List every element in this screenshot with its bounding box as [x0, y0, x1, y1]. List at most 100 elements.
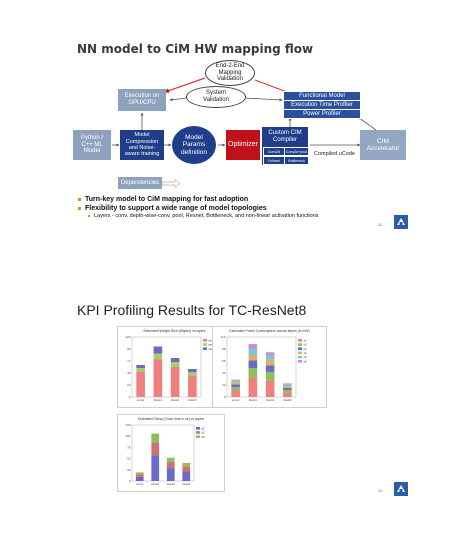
legend-label: s1 — [304, 338, 307, 342]
chart-title: Estimated Delay (Clock time in us) vs la… — [137, 417, 205, 421]
slide2-page-number: 12 — [378, 488, 383, 493]
bar-segment — [283, 384, 292, 387]
legend-label: d2 — [202, 431, 206, 435]
x-tick-label: conv1 — [232, 398, 240, 402]
bar-segment — [135, 472, 144, 475]
legend-swatch — [298, 347, 302, 350]
sub-bullet-item: Layers - conv, depth-wise-conv, pool, Re… — [88, 213, 319, 219]
slide2-title: KPI Profiling Results for TC-ResNet8 — [77, 302, 307, 318]
bar-segment — [182, 471, 191, 481]
compression-box: Model Compression and Noise- aware train… — [120, 130, 164, 160]
legend-label: d3 — [202, 435, 206, 439]
chart-title: Estimated Weight Size (#Bytes) vs layers — [143, 329, 206, 333]
company-logo-icon — [394, 482, 408, 496]
delay-plot: 0 26 52 78 104 130 conv1 block1 block2 block3 d1d2… — [125, 423, 206, 486]
bar-segment — [231, 379, 240, 381]
y-tick-label: 48 — [127, 371, 131, 375]
slide1-bullets: Turn-key model to CiM mapping for fast a… — [78, 196, 319, 219]
legend-swatch — [196, 435, 200, 438]
bar-segment — [283, 389, 292, 393]
x-tick-label: block2 — [167, 482, 176, 486]
y-tick-label: 96 — [127, 347, 131, 351]
bottleneck-chip: Bottleneck — [284, 156, 309, 165]
y-tick-label: 120 — [125, 335, 130, 339]
x-tick-label: block1 — [154, 398, 163, 402]
bar-segment — [188, 369, 197, 372]
bar-segment — [136, 365, 145, 368]
y-tick-label: 104 — [125, 434, 130, 438]
bar-segment — [170, 358, 180, 362]
y-tick-label: 26 — [127, 468, 131, 472]
system-validation-oval: System Validation — [186, 86, 246, 108]
bullet-item: Flexibility to support a wide range of m… — [78, 205, 319, 212]
slide1-title: NN model to CiM HW mapping flow — [77, 42, 314, 56]
power-chart: Estimated Power Consumption across layer… — [212, 326, 327, 408]
x-tick-label: block2 — [171, 398, 180, 402]
delay-chart: Estimated Delay (Clock time in us) vs la… — [117, 414, 225, 492]
fullreel-chip: Fullreel — [263, 156, 285, 165]
bar-segment — [166, 462, 175, 469]
bar-segment — [283, 386, 292, 388]
x-tick-label: block1 — [249, 398, 258, 402]
bar-segment — [182, 462, 191, 467]
x-tick-label: block3 — [283, 398, 292, 402]
bar-segment — [265, 355, 275, 360]
x-tick-label: conv1 — [136, 482, 144, 486]
bar-segment — [153, 359, 163, 397]
bar-segment — [166, 457, 175, 463]
flow-arrows — [112, 77, 377, 189]
model-params-circle: Model Params definition — [172, 126, 216, 164]
bar-segment — [231, 387, 240, 391]
bar-segment — [188, 376, 197, 397]
legend-label: s4 — [304, 351, 307, 355]
legend-swatch — [196, 431, 200, 434]
legend-label: s3 — [304, 347, 307, 351]
bar-segment — [283, 383, 292, 385]
bar-segment — [135, 474, 144, 477]
bar-segment — [265, 359, 275, 366]
bar-segment — [231, 384, 240, 388]
x-tick-label: block3 — [182, 482, 191, 486]
slide-1: NN model to CiM HW mapping flow — [0, 0, 474, 260]
bar-segment — [136, 368, 145, 372]
slide1-page-number: 11 — [378, 222, 383, 227]
x-tick-label: block2 — [266, 398, 275, 402]
bar-segment — [231, 390, 240, 397]
cim-accelerator-box: CIM Accelerator — [360, 130, 406, 160]
bar-segment — [283, 392, 292, 397]
bar-segment — [151, 455, 160, 481]
conv2dpool-chip: Conv2d+pool — [284, 147, 309, 156]
bar-segment — [248, 348, 258, 355]
bar-segment — [265, 380, 275, 397]
power-profiler-box: Power Profiler — [283, 109, 361, 119]
e2e-validation-oval: End-2-End Mapping Validation — [205, 60, 255, 86]
bar-segment — [170, 362, 180, 367]
bar-segment — [188, 372, 197, 376]
legend-swatch — [298, 339, 302, 342]
dependencies-box: Dependencies — [118, 177, 162, 189]
bar-segment — [248, 377, 258, 397]
y-tick-label: 78 — [127, 445, 131, 449]
legend-swatch — [298, 360, 302, 363]
optimizer-box: Optimizer — [226, 130, 260, 160]
conv2d-chip: Conv2d — [263, 147, 285, 156]
y-tick-label: 22 — [222, 383, 226, 387]
y-tick-label: 44 — [222, 371, 226, 375]
bar-segment — [231, 382, 240, 385]
bar-segment — [283, 387, 292, 390]
y-tick-label: 0 — [129, 395, 131, 399]
bar-segment — [135, 476, 144, 481]
bar-segment — [248, 368, 258, 378]
compiler-label: Custom CIM Compiler — [268, 130, 302, 143]
python-model-box: Python / C++ ML Model — [73, 130, 111, 160]
legend-swatch — [298, 343, 302, 346]
company-logo-icon — [394, 215, 408, 229]
bar-segment — [136, 372, 145, 397]
bullet-item: Turn-key model to CiM mapping for fast a… — [78, 196, 319, 203]
legend-swatch — [196, 427, 200, 430]
y-tick-label: 130 — [125, 423, 130, 427]
x-tick-label: block1 — [151, 482, 160, 486]
legend-swatch — [203, 339, 207, 342]
chart-title: Estimated Power Consumption across layer… — [229, 329, 310, 333]
